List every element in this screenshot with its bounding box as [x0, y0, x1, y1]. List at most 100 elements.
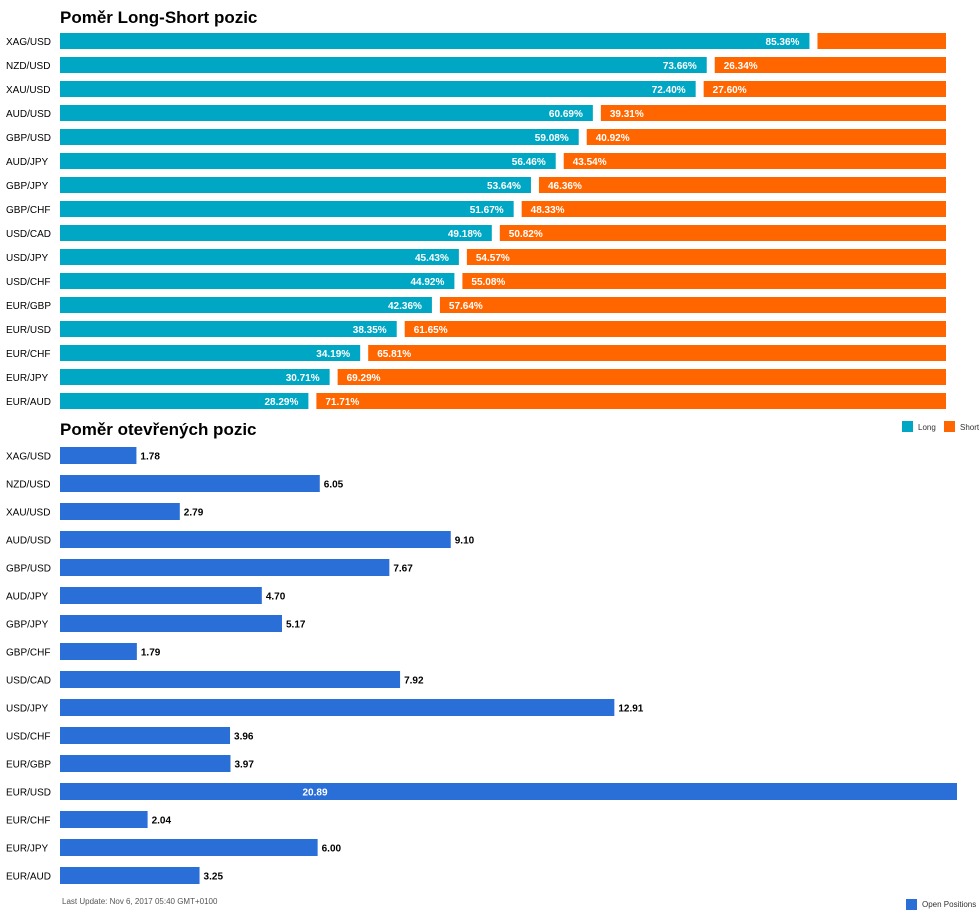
short-value-label: 65.81% — [377, 349, 411, 360]
short-bar — [703, 81, 946, 97]
long-bar — [60, 393, 309, 409]
open-positions-bar — [60, 587, 262, 604]
category-label: GBP/USD — [6, 564, 51, 575]
legend-open-positions-swatch — [906, 899, 917, 910]
short-value-label: 54.57% — [476, 253, 510, 264]
long-value-label: 44.92% — [410, 277, 444, 288]
last-update-text: Last Update: Nov 6, 2017 05:40 GMT+0100 — [62, 897, 218, 906]
short-bar — [337, 369, 946, 385]
open-positions-value-label: 6.05 — [324, 480, 344, 491]
short-value-label: 27.60% — [713, 85, 747, 96]
category-label: USD/CHF — [6, 277, 50, 288]
open-positions-bar — [60, 811, 148, 828]
open-positions-bar — [60, 447, 137, 464]
open-positions-value-label: 3.97 — [234, 760, 254, 771]
open-positions-value-label: 3.25 — [204, 872, 224, 883]
short-value-label: 40.92% — [596, 133, 630, 144]
short-value-label: 39.31% — [610, 109, 644, 120]
open-positions-value-label: 7.92 — [404, 676, 424, 687]
long-bar — [60, 201, 514, 217]
category-label: EUR/CHF — [6, 349, 50, 360]
open-positions-value-label: 3.96 — [234, 732, 254, 743]
short-value-label: 43.54% — [573, 157, 607, 168]
long-value-label: 28.29% — [264, 397, 298, 408]
long-bar — [60, 369, 330, 385]
short-bar — [462, 273, 946, 289]
open-positions-value-label: 2.79 — [184, 508, 204, 519]
long-short-chart-title: Poměr Long-Short pozic — [60, 8, 258, 27]
long-bar — [60, 273, 455, 289]
category-label: EUR/JPY — [6, 844, 49, 855]
category-label: NZD/USD — [6, 480, 50, 491]
long-bar — [60, 297, 432, 313]
long-value-label: 72.40% — [652, 85, 686, 96]
short-bar — [316, 393, 946, 409]
short-bar — [586, 129, 946, 145]
category-label: USD/CHF — [6, 732, 50, 743]
open-positions-bar — [60, 531, 451, 548]
category-label: USD/CAD — [6, 229, 51, 240]
long-bar — [60, 57, 707, 73]
category-label: GBP/CHF — [6, 205, 50, 216]
long-bar — [60, 249, 459, 265]
long-value-label: 85.36% — [766, 37, 800, 48]
open-positions-bar — [60, 839, 318, 856]
category-label: GBP/CHF — [6, 648, 50, 659]
open-positions-value-label: 1.78 — [140, 452, 160, 463]
open-positions-bar — [60, 475, 320, 492]
short-bar — [521, 201, 946, 217]
open-positions-value-label: 1.79 — [141, 648, 161, 659]
short-value-label: 26.34% — [724, 61, 758, 72]
category-label: EUR/USD — [6, 325, 51, 336]
long-bar — [60, 321, 397, 337]
short-bar — [563, 153, 946, 169]
open-positions-value-label: 7.67 — [393, 564, 413, 575]
category-label: AUD/JPY — [6, 592, 49, 603]
long-bar — [60, 345, 361, 361]
category-label: EUR/AUD — [6, 397, 51, 408]
short-bar — [538, 177, 946, 193]
short-bar — [817, 33, 946, 49]
long-value-label: 30.71% — [286, 373, 320, 384]
open-positions-value-label: 9.10 — [455, 536, 475, 547]
open-positions-value-label: 5.17 — [286, 620, 306, 631]
category-label: EUR/AUD — [6, 872, 51, 883]
category-label: EUR/CHF — [6, 816, 50, 827]
category-label: USD/JPY — [6, 704, 49, 715]
short-value-label: 71.71% — [325, 397, 359, 408]
long-bar — [60, 153, 556, 169]
open-positions-bar — [60, 867, 200, 884]
category-label: XAG/USD — [6, 452, 51, 463]
category-label: GBP/JPY — [6, 181, 49, 192]
open-positions-bar — [60, 559, 390, 576]
short-bar — [499, 225, 946, 241]
short-bar — [600, 105, 946, 121]
category-label: XAU/USD — [6, 85, 50, 96]
open-positions-bar — [60, 727, 231, 744]
long-bar — [60, 81, 696, 97]
long-bar — [60, 225, 492, 241]
category-label: USD/CAD — [6, 676, 51, 687]
long-bar — [60, 33, 810, 49]
category-label: EUR/JPY — [6, 373, 49, 384]
legend-short-swatch — [944, 421, 955, 432]
short-bar — [714, 57, 946, 73]
long-value-label: 59.08% — [535, 133, 569, 144]
short-value-label: 61.65% — [414, 325, 448, 336]
short-value-label: 55.08% — [471, 277, 505, 288]
open-positions-bar — [60, 643, 137, 660]
legend-open-positions-label: Open Positions — [922, 900, 976, 909]
open-positions-value-label: 6.00 — [322, 844, 342, 855]
category-label: USD/JPY — [6, 253, 49, 264]
short-value-label: 48.33% — [531, 205, 565, 216]
short-value-label: 57.64% — [449, 301, 483, 312]
long-value-label: 60.69% — [549, 109, 583, 120]
category-label: EUR/GBP — [6, 301, 51, 312]
long-value-label: 34.19% — [316, 349, 350, 360]
long-value-label: 56.46% — [512, 157, 546, 168]
long-value-label: 45.43% — [415, 253, 449, 264]
open-positions-bar — [60, 503, 180, 520]
category-label: AUD/USD — [6, 109, 51, 120]
short-bar — [439, 297, 946, 313]
